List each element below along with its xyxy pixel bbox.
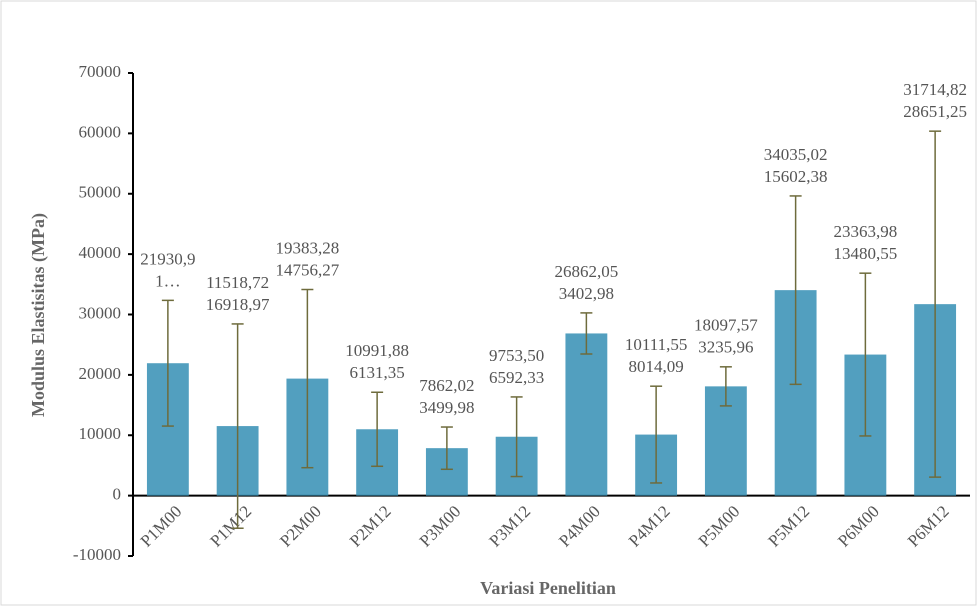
y-tick-label: 50000 [79,183,122,202]
y-tick-label: 40000 [79,243,122,262]
value-label: 23363,98 [834,222,898,241]
value-label: 10991,88 [345,341,409,360]
value-label: 21930,9 [140,249,195,268]
error-label: 15602,38 [764,167,828,186]
bar [565,333,608,496]
y-axis-title: Modulus Elastisitas (MPa) [28,213,49,417]
error-label: 1… [155,271,181,290]
error-label: 8014,09 [629,357,684,376]
y-tick-label: 10000 [79,424,122,443]
value-label: 31714,82 [903,80,967,99]
value-label: 11518,72 [206,273,269,292]
error-label: 14756,27 [276,260,340,279]
error-label: 3235,96 [698,338,753,357]
y-tick-label: 60000 [79,122,122,141]
x-axis-title: Variasi Penelitian [480,578,616,598]
y-tick-label: 20000 [79,364,122,383]
value-label: 10111,55 [625,335,688,354]
error-label: 28651,25 [903,102,967,121]
value-label: 7862,02 [419,376,474,395]
error-label: 6592,33 [489,368,544,387]
error-label: 13480,55 [834,244,898,263]
error-label: 16918,97 [206,295,270,314]
value-label: 34035,02 [764,145,828,164]
value-label: 26862,05 [555,262,619,281]
value-label: 18097,57 [694,316,758,335]
value-label: 9753,50 [489,346,544,365]
error-label: 6131,35 [350,363,405,382]
y-tick-label: -10000 [73,545,121,564]
value-label: 19383,28 [276,238,340,257]
y-tick-label: 0 [113,485,122,504]
error-label: 3499,98 [419,398,474,417]
y-tick-label: 70000 [79,62,122,81]
y-tick-label: 30000 [79,303,122,322]
error-label: 3402,98 [559,284,614,303]
